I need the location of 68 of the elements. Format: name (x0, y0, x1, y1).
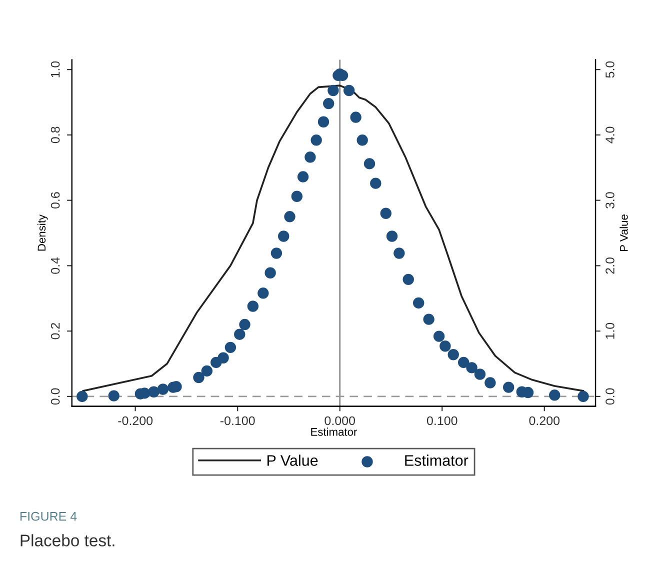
point (484, 377, 496, 388)
point (380, 208, 392, 219)
point (157, 384, 169, 395)
point (291, 190, 303, 202)
point (247, 300, 259, 312)
x-tick-label: -0.100 (220, 416, 255, 426)
y-tick-label: 0.2 (50, 323, 60, 340)
point (474, 368, 486, 380)
y2-tick-label: 4.0 (606, 126, 614, 144)
x-tick-label: -0.200 (118, 416, 153, 426)
point (258, 288, 269, 299)
point (458, 356, 470, 368)
point (502, 382, 514, 393)
x-tick-label: 0.200 (529, 416, 560, 426)
point (239, 318, 250, 330)
point (350, 112, 362, 123)
text: Placebo test. (20, 534, 114, 546)
point (270, 248, 282, 259)
point (343, 84, 355, 96)
point (440, 340, 451, 352)
point (402, 274, 414, 286)
point (370, 178, 382, 189)
point (234, 328, 246, 340)
point (549, 390, 560, 401)
point (433, 330, 445, 342)
point (108, 390, 120, 402)
point (284, 211, 296, 222)
point (423, 314, 434, 325)
point (412, 297, 424, 309)
point (386, 230, 398, 242)
point (224, 342, 236, 354)
y-tick-label: 0.8 (50, 126, 60, 144)
point (310, 134, 322, 146)
y2-tick-label: 0.0 (606, 388, 614, 405)
legend-label: P Value (267, 454, 318, 466)
point (193, 372, 204, 384)
point (448, 349, 459, 360)
point (356, 134, 368, 146)
point (201, 365, 213, 377)
y2-tick-label: 2.0 (606, 257, 614, 274)
point (304, 152, 316, 163)
y2-axis-title: P Value (620, 214, 628, 252)
point (318, 116, 330, 128)
point (76, 390, 88, 402)
point (297, 171, 309, 182)
y-tick-label: 0.4 (50, 257, 60, 274)
y-tick-label: 0.0 (50, 388, 60, 405)
point (264, 267, 276, 278)
y-tick-label: 1.0 (50, 61, 60, 78)
point (578, 390, 589, 402)
y2-tick-label: 1.0 (606, 322, 614, 339)
point (218, 352, 229, 364)
point (364, 158, 376, 170)
x-tick-label: 0.000 (324, 416, 356, 426)
point (328, 84, 339, 96)
point (394, 248, 405, 259)
point (278, 230, 290, 242)
y-axis-title: Density (37, 214, 48, 251)
caption: FIGURE 4 (20, 512, 77, 521)
y-tick-label: 0.6 (50, 192, 60, 209)
y2-tick-label: 3.0 (606, 192, 614, 209)
x-tick-label: 0.100 (426, 416, 458, 426)
y2-tick-label: 5.0 (606, 61, 614, 78)
point (466, 362, 478, 374)
point (323, 98, 334, 110)
point (148, 386, 160, 398)
legend-label: Estimator (405, 454, 468, 466)
x-axis-title: Estimator (311, 428, 357, 436)
